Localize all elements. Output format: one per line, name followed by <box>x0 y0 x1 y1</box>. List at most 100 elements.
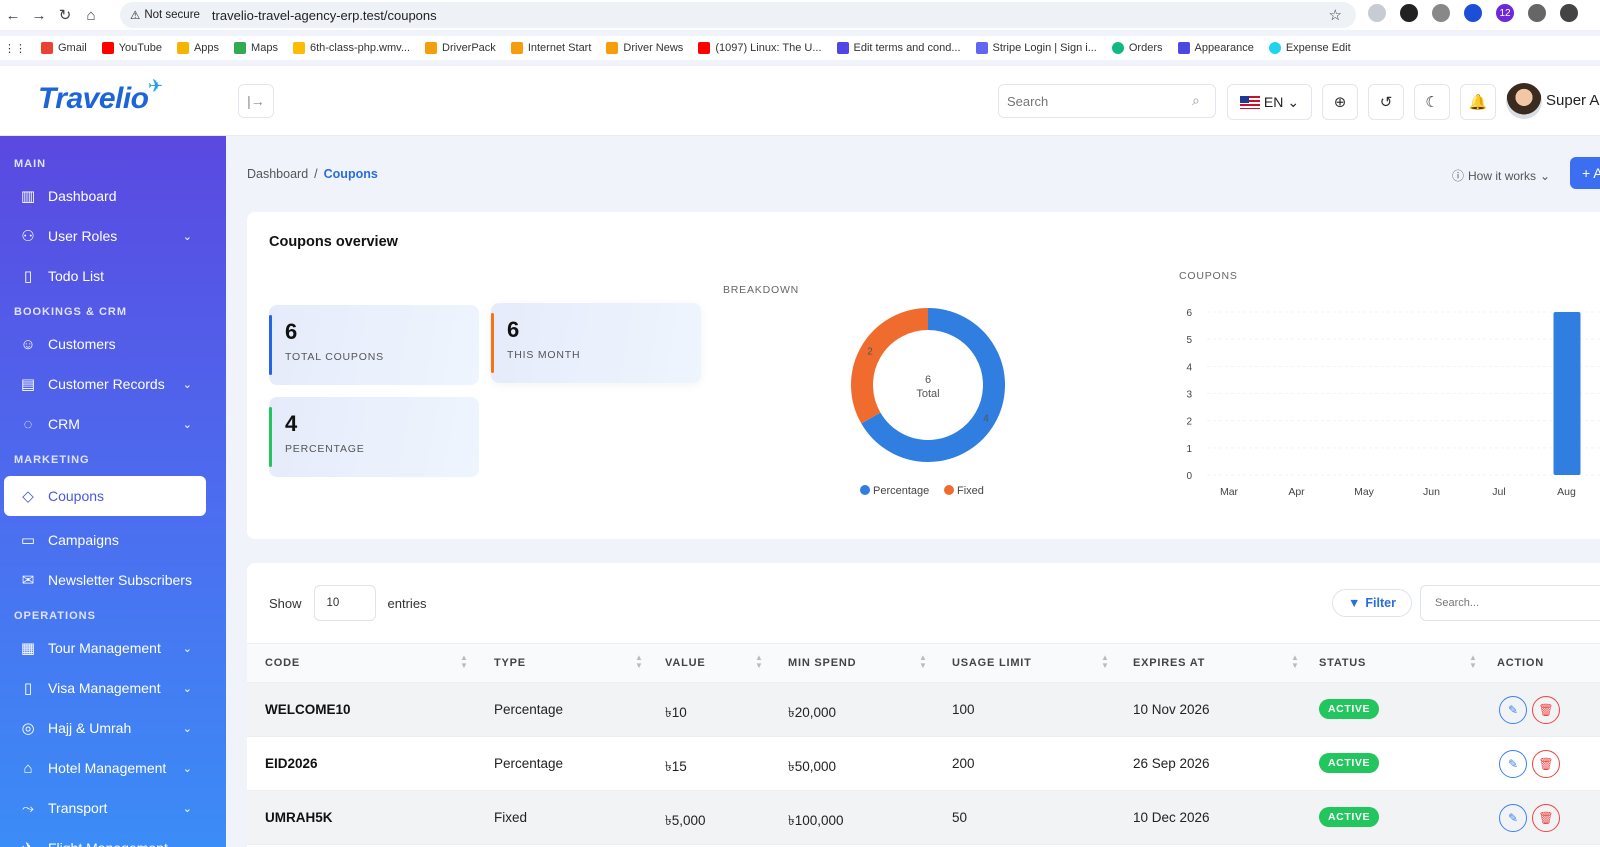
user-name[interactable]: Super Ad <box>1546 92 1600 109</box>
language-selector[interactable]: EN ⌄ <box>1227 84 1312 120</box>
sidebar-item-label: Transport <box>48 800 108 816</box>
extension-circle-icon[interactable] <box>1464 4 1482 22</box>
bookmark-edit-terms[interactable]: Edit terms and cond... <box>836 42 961 54</box>
sidebar-item-label: Coupons <box>48 488 105 504</box>
cell-expires-at: 10 Nov 2026 <box>1133 702 1210 717</box>
sidebar-item-dashboard[interactable]: ▥ Dashboard <box>0 176 226 216</box>
extensions-puzzle-icon[interactable] <box>1528 4 1546 22</box>
extension-pen-icon[interactable] <box>1400 4 1418 22</box>
theme-toggle-button[interactable]: ☾ <box>1414 84 1450 120</box>
forward-icon[interactable]: → <box>31 6 47 24</box>
legend-label-percentage[interactable]: Percentage <box>873 485 929 497</box>
column-type[interactable]: TYPE <box>494 657 526 669</box>
cell-usage-limit: 200 <box>952 756 975 771</box>
bookmark-driver-news[interactable]: Driver News <box>606 42 683 54</box>
bookmark-appearance[interactable]: Appearance <box>1177 42 1254 54</box>
extension-globe-icon[interactable] <box>1368 4 1386 22</box>
sidebar-item-newsletter-subscribers[interactable]: ✉ Newsletter Subscribers <box>0 560 226 600</box>
column-code[interactable]: CODE <box>265 657 300 669</box>
edit-button[interactable]: ✎ <box>1499 804 1527 832</box>
address-bar[interactable]: ⚠ Not secure travelio-travel-agency-erp.t… <box>120 2 1356 28</box>
bookmark-star-icon[interactable]: ☆ <box>1328 7 1342 24</box>
bookmark-apps[interactable]: Apps <box>176 42 219 54</box>
sidebar-item-campaigns[interactable]: ▭ Campaigns <box>0 520 226 560</box>
delete-button[interactable]: 🗑 <box>1532 696 1560 724</box>
home-icon[interactable]: ⌂ <box>86 6 96 24</box>
travelio-logo[interactable]: Travelio ✈ <box>38 76 163 115</box>
add-coupon-button[interactable]: + A <box>1570 157 1600 189</box>
cell-code: WELCOME10 <box>265 702 351 717</box>
y-tick-label: 3 <box>1186 390 1192 401</box>
search-icon[interactable]: ⌕ <box>1192 92 1200 108</box>
refresh-button[interactable]: ↺ <box>1368 84 1404 120</box>
sidebar-collapse-button[interactable]: |→ <box>238 84 274 118</box>
sidebar-item-hajj-umrah[interactable]: ◎ Hajj & Umrah ⌄ <box>0 708 226 748</box>
sidebar-item-tour-management[interactable]: ▦ Tour Management ⌄ <box>0 628 226 668</box>
bookmark-internet-start[interactable]: Internet Start <box>510 42 591 54</box>
notifications-button[interactable]: 🔔 <box>1460 84 1496 120</box>
table-search-input[interactable] <box>1420 585 1600 621</box>
url-text[interactable]: travelio-travel-agency-erp.test/coupons <box>211 7 437 23</box>
extension-camera-icon[interactable] <box>1432 4 1450 22</box>
sort-icon[interactable]: ▲ ▼ <box>1469 653 1477 670</box>
coupons-overview-card: Coupons overview 6 TOTAL COUPONS 6 THIS … <box>247 212 1600 539</box>
apps-grid-icon[interactable]: ⋮⋮ <box>4 42 26 55</box>
sidebar-item-todo-list[interactable]: ▯ Todo List <box>0 256 226 296</box>
entries-select[interactable]: 10 <box>313 585 376 621</box>
bookmark-linux[interactable]: (1097) Linux: The U... <box>698 42 822 54</box>
bookmark-youtube[interactable]: YouTube <box>101 42 162 54</box>
sidebar-item-crm[interactable]: ◌ CRM ⌄ <box>0 404 226 444</box>
filter-button[interactable]: ▼ Filter <box>1332 589 1412 617</box>
sidebar-item-coupons[interactable]: ◇ Coupons <box>4 476 206 516</box>
globe-button[interactable]: ⊕ <box>1322 84 1358 120</box>
sidebar-item-visa-management[interactable]: ▯ Visa Management ⌄ <box>0 668 226 708</box>
sort-icon[interactable]: ▲ ▼ <box>635 653 643 670</box>
back-icon[interactable]: ← <box>5 6 21 24</box>
how-it-works-button[interactable]: ⓘ How it works ⌄ <box>1452 167 1550 184</box>
bar-aug[interactable] <box>1553 312 1581 475</box>
sidebar-item-flight-management[interactable]: ✈ Flight Management ⌄ <box>0 828 226 847</box>
sort-icon[interactable]: ▲ ▼ <box>919 653 927 670</box>
extension-badge-icon[interactable]: 12 <box>1496 4 1514 22</box>
sidebar-item-user-roles[interactable]: ⚇ User Roles ⌄ <box>0 216 226 256</box>
delete-button[interactable]: 🗑 <box>1532 750 1560 778</box>
bookmark-stripe[interactable]: Stripe Login | Sign i... <box>975 42 1097 54</box>
download-icon[interactable] <box>1560 4 1578 22</box>
sidebar-item-customer-records[interactable]: ▤ Customer Records ⌄ <box>0 364 226 404</box>
bookmark-driverpack[interactable]: DriverPack <box>425 42 496 54</box>
sort-icon[interactable]: ▲ ▼ <box>460 653 468 670</box>
bookmark-gmail[interactable]: Gmail <box>41 42 87 54</box>
bookmark-orders[interactable]: Orders <box>1111 42 1163 54</box>
header-search-input[interactable] <box>998 84 1216 118</box>
sidebar-item-customers[interactable]: ☺ Customers <box>0 324 226 364</box>
donut-slice-fixed[interactable] <box>851 308 929 424</box>
bookmark-drive[interactable]: 6th-class-php.wmv... <box>292 42 410 54</box>
bookmark-expense-edit[interactable]: Expense Edit <box>1268 42 1351 54</box>
sort-icon[interactable]: ▲ ▼ <box>1101 653 1109 670</box>
column-min-spend[interactable]: MIN SPEND <box>788 657 857 669</box>
sort-icon[interactable]: ▲ ▼ <box>755 653 763 670</box>
sidebar-item-hotel-management[interactable]: ⌂ Hotel Management ⌄ <box>0 748 226 788</box>
cell-expires-at: 26 Sep 2026 <box>1133 756 1210 771</box>
column-status[interactable]: STATUS <box>1319 657 1367 669</box>
refresh-icon: ↺ <box>1379 94 1393 111</box>
sort-icon[interactable]: ▲ ▼ <box>1291 653 1299 670</box>
user-avatar[interactable] <box>1506 83 1542 119</box>
edit-button[interactable]: ✎ <box>1499 696 1527 724</box>
edit-button[interactable]: ✎ <box>1499 750 1527 778</box>
x-tick-label: Aug <box>1557 486 1576 498</box>
bookmark-maps[interactable]: Maps <box>234 42 278 54</box>
stat-accent-bar <box>269 407 272 467</box>
chevron-down-icon: ⌄ <box>182 418 192 431</box>
column-value[interactable]: VALUE <box>665 657 706 669</box>
donut-center-label: Total <box>916 388 939 400</box>
reload-icon[interactable]: ↻ <box>58 7 72 24</box>
delete-button[interactable]: 🗑 <box>1532 804 1560 832</box>
column-usage-limit[interactable]: USAGE LIMIT <box>952 657 1032 669</box>
sidebar-item-transport[interactable]: ⤳ Transport ⌄ <box>0 788 226 828</box>
column-expires-at[interactable]: EXPIRES AT <box>1133 657 1206 669</box>
breadcrumb-dashboard[interactable]: Dashboard <box>247 167 309 181</box>
legend-label-fixed[interactable]: Fixed <box>957 485 984 497</box>
not-secure-indicator[interactable]: ⚠ Not secure <box>130 8 200 22</box>
donut-slice-percentage[interactable] <box>861 308 1005 462</box>
